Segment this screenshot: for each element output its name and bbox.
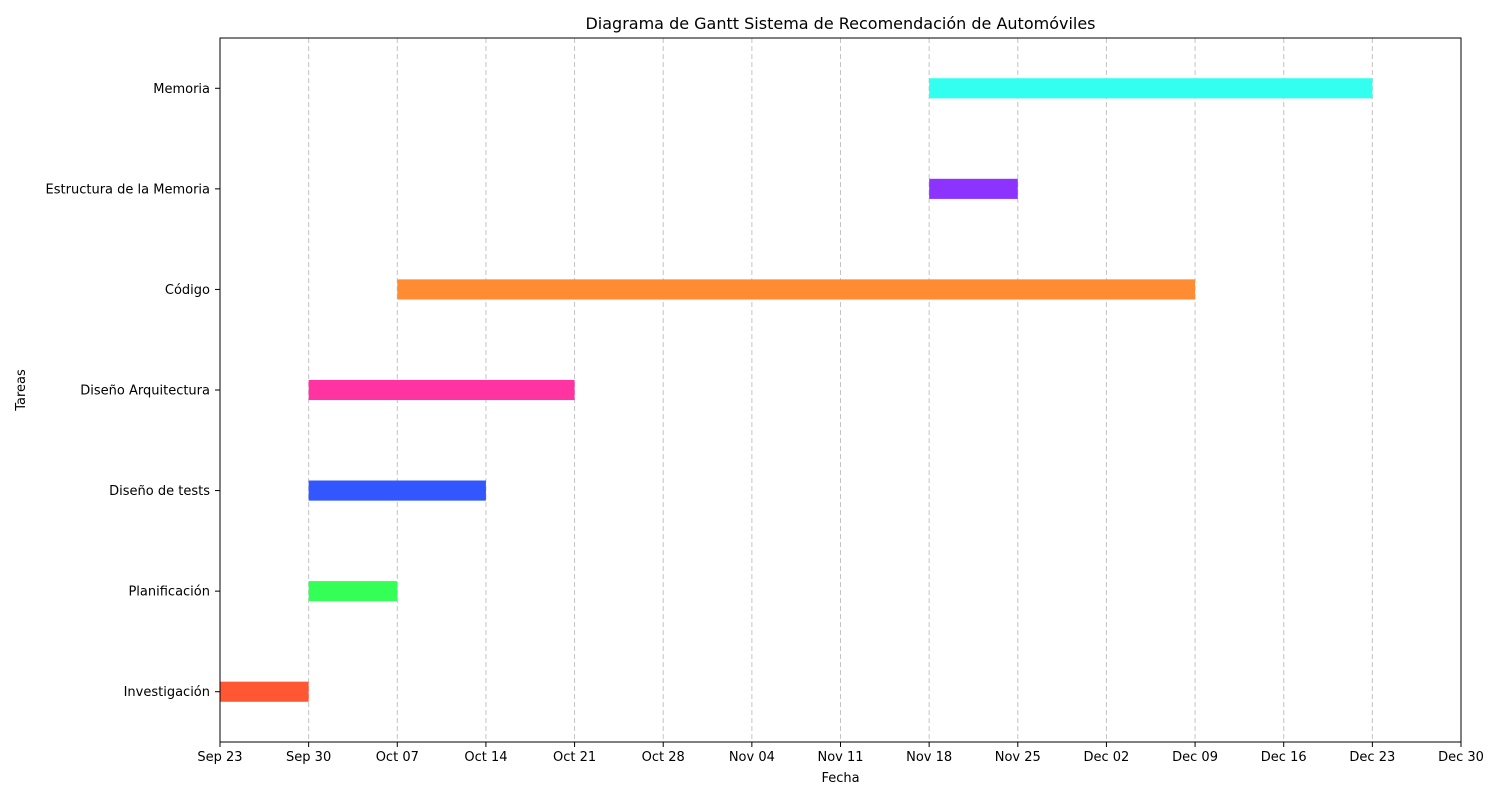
task-label: Diseño Arquitectura [80, 384, 210, 399]
x-tick-label: Sep 30 [286, 750, 331, 765]
task-label: Estructura de la Memoria [46, 182, 210, 197]
x-tick-label: Dec 16 [1261, 750, 1307, 765]
y-axis-ticks: Investigación Planificación Diseño de test… [46, 82, 220, 700]
task-label: Diseño de tests [109, 484, 210, 499]
x-tick-label: Dec 30 [1438, 750, 1484, 765]
task-label: Planificación [128, 585, 210, 600]
x-tick-label: Nov 25 [995, 750, 1041, 765]
x-tick-label: Oct 28 [642, 750, 685, 765]
x-tick-label: Dec 23 [1349, 750, 1395, 765]
task-label: Memoria [153, 82, 210, 97]
task-label: Código [165, 283, 210, 298]
x-tick-label: Sep 23 [197, 750, 242, 765]
task-bar [308, 581, 398, 602]
task-bars [220, 78, 1373, 702]
x-axis-ticks: Sep 23 Sep 30 Oct 07 Oct 14 Oct 21 Oct 28 Nov … [197, 742, 1484, 765]
x-tick-label: Dec 09 [1172, 750, 1218, 765]
task-bar [929, 178, 1018, 199]
task-bar [308, 379, 575, 401]
x-tick-label: Oct 07 [376, 750, 419, 765]
x-axis-label: Fecha [821, 771, 859, 786]
task-bar [397, 279, 1196, 300]
x-tick-label: Oct 21 [553, 750, 596, 765]
x-tick-label: Dec 02 [1084, 750, 1130, 765]
x-tick-label: Nov 04 [729, 750, 775, 765]
chart-title: Diagrama de Gantt Sistema de Recomendaci… [585, 14, 1095, 33]
x-tick-label: Nov 18 [906, 750, 952, 765]
task-bar [308, 480, 486, 501]
task-bar [929, 78, 1373, 99]
x-tick-label: Nov 11 [817, 750, 863, 765]
task-bar [220, 681, 309, 702]
y-axis-label: Tareas [14, 369, 29, 412]
x-tick-label: Oct 14 [464, 750, 507, 765]
task-label: Investigación [124, 685, 210, 700]
